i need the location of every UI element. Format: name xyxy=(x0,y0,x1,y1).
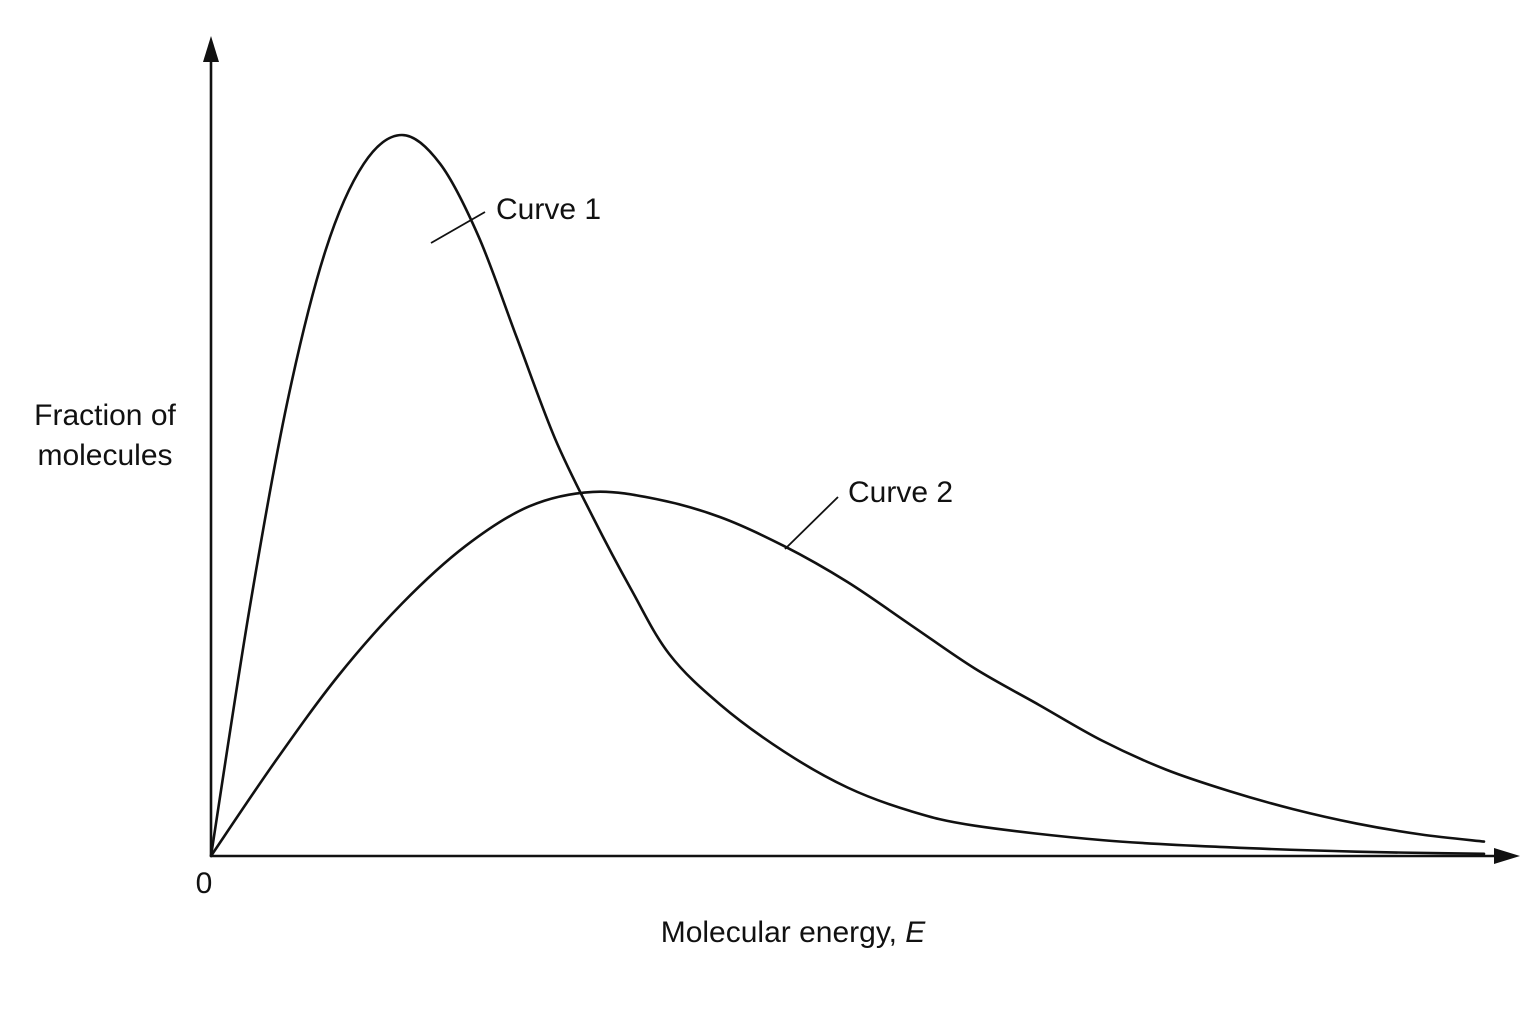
curve-2-leader xyxy=(784,496,839,550)
origin-label: 0 xyxy=(196,867,213,900)
x-axis-label-text: Molecular energy, xyxy=(661,916,906,949)
series-line-curve-2 xyxy=(209,490,1486,858)
series-line-curve-1 xyxy=(209,133,1486,858)
y-axis-label-line-2: molecules xyxy=(37,439,172,472)
x-axis-label-variable: E xyxy=(905,916,926,949)
y-axis-label-line-1: Fraction of xyxy=(34,399,176,432)
curve-1-label: Curve 1 xyxy=(496,193,601,226)
y-axis-arrow xyxy=(203,36,219,62)
x-axis-arrow xyxy=(1494,848,1520,864)
curve-1-leader xyxy=(430,211,486,244)
curve-2-label: Curve 2 xyxy=(848,476,953,509)
x-axis-label: Molecular energy, E xyxy=(661,916,927,949)
